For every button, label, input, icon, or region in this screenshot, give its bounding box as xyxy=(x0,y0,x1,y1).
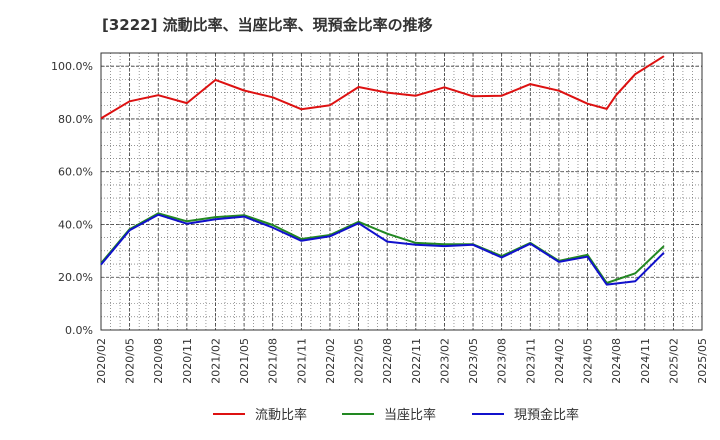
series-line-2 xyxy=(100,212,665,284)
x-tick-label: 2021/02 xyxy=(209,338,222,384)
x-tick-label: 2024/11 xyxy=(639,338,652,384)
x-tick-label: 2020/02 xyxy=(95,338,108,384)
plot-area xyxy=(101,53,702,330)
y-tick-label: 0.0% xyxy=(65,324,93,337)
x-tick-label: 2024/02 xyxy=(553,338,566,384)
legend-label-3: 現預金比率 xyxy=(514,407,579,423)
x-tick-label: 2022/11 xyxy=(410,338,423,384)
y-tick-label: 80.0% xyxy=(58,113,93,126)
x-tick-label: 2022/02 xyxy=(324,338,337,384)
x-tick-label: 2024/05 xyxy=(582,338,595,384)
y-tick-label: 20.0% xyxy=(58,271,93,284)
x-tick-label: 2025/05 xyxy=(696,338,709,384)
x-tick-label: 2023/11 xyxy=(524,338,537,384)
x-tick-label: 2024/08 xyxy=(610,338,623,384)
x-tick-label: 2020/05 xyxy=(124,338,137,384)
x-tick-label: 2025/02 xyxy=(667,338,680,384)
legend-label-2: 当座比率 xyxy=(384,407,436,423)
x-tick-label: 2020/08 xyxy=(152,338,165,384)
x-tick-label: 2023/08 xyxy=(496,338,509,384)
series-line-3 xyxy=(100,213,665,286)
chart-title: [3222] 流動比率、当座比率、現預金比率の推移 xyxy=(102,16,433,34)
x-tick-label: 2023/05 xyxy=(467,338,480,384)
x-tick-label: 2020/11 xyxy=(181,338,194,384)
y-tick-label: 100.0% xyxy=(51,60,93,73)
x-tick-label: 2021/11 xyxy=(295,338,308,384)
x-tick-label: 2021/08 xyxy=(267,338,280,384)
legend-label-1: 流動比率 xyxy=(255,407,307,423)
x-tick-label: 2022/05 xyxy=(353,338,366,384)
x-tick-label: 2023/02 xyxy=(438,338,451,384)
y-tick-label: 60.0% xyxy=(58,166,93,179)
x-tick-label: 2021/05 xyxy=(238,338,251,384)
plot-frame xyxy=(100,52,703,331)
series-line-1 xyxy=(100,55,665,120)
x-tick-label: 2022/08 xyxy=(381,338,394,384)
y-tick-label: 40.0% xyxy=(58,218,93,231)
